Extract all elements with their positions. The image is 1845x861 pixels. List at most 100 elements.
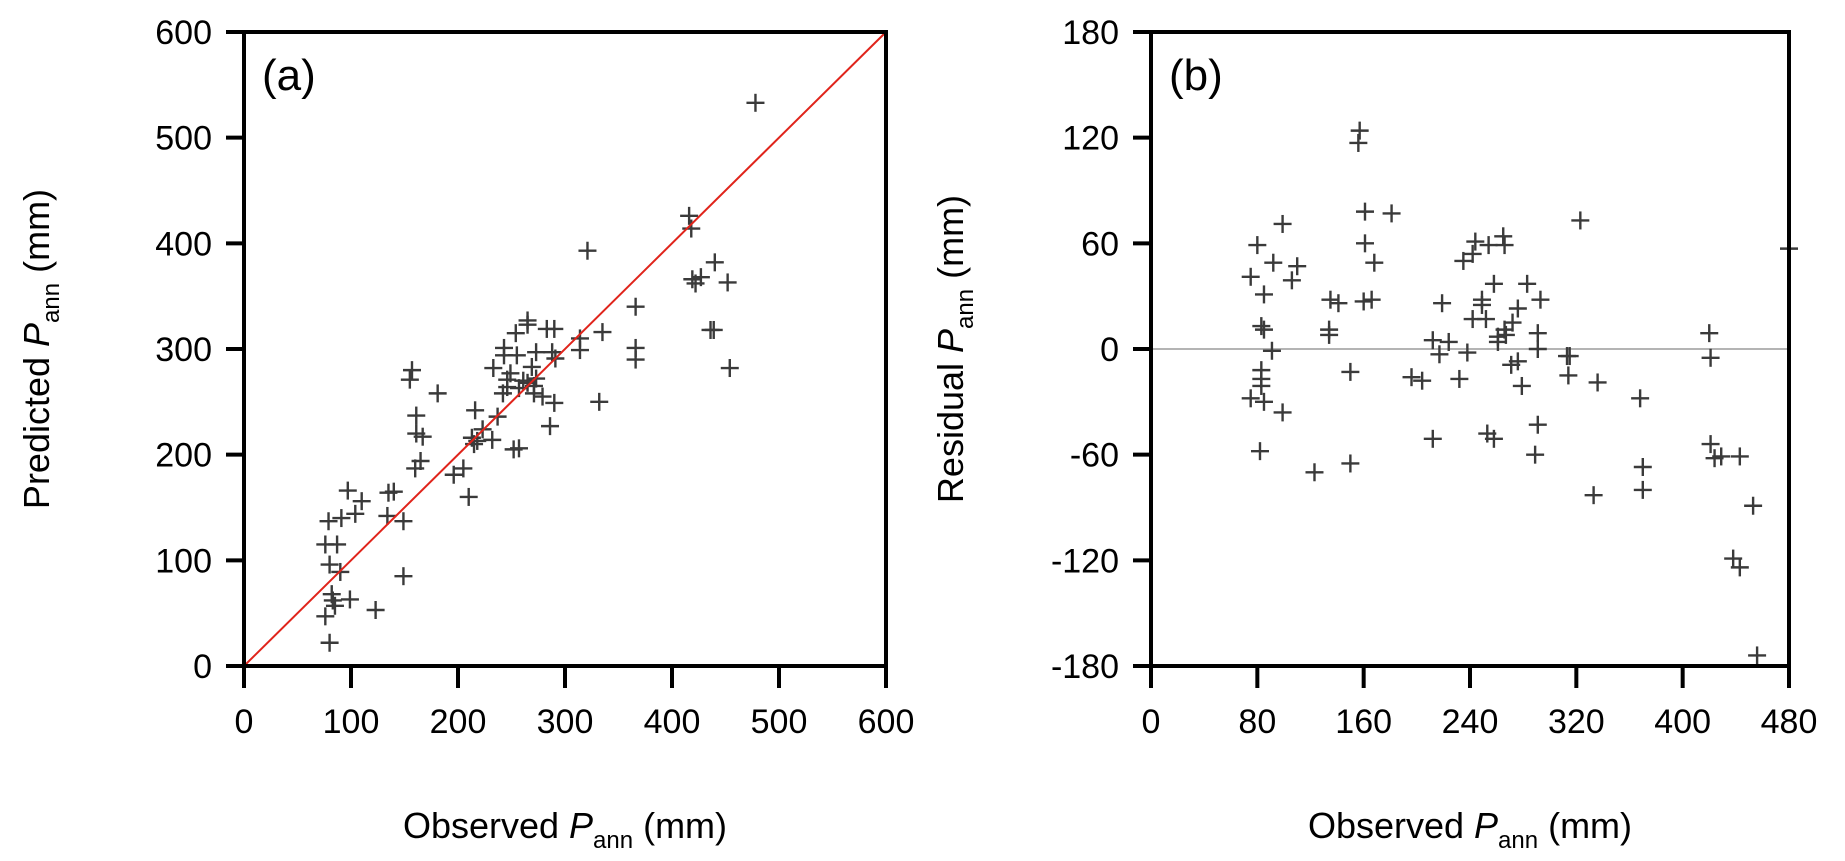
data-point: [320, 633, 339, 652]
data-point: [1254, 285, 1273, 304]
x-tick-label: 80: [1238, 703, 1276, 741]
data-point: [346, 504, 365, 523]
data-point: [1254, 392, 1273, 411]
data-point: [683, 270, 702, 289]
data-point: [1262, 341, 1281, 360]
data-point: [384, 482, 403, 501]
data-point: [1250, 442, 1269, 461]
data-point: [1700, 324, 1719, 343]
y-tick-label: 120: [1062, 120, 1119, 158]
data-point: [1282, 271, 1301, 290]
data-point: [593, 323, 612, 342]
data-point: [1254, 320, 1273, 339]
data-point: [1484, 429, 1503, 448]
x-axis-title-suffix: (mm): [633, 805, 727, 846]
data-point: [1528, 415, 1547, 434]
x-axis-title-var: P: [1474, 805, 1498, 846]
x-axis-a: 0 100 200 300 400 500 600: [235, 666, 914, 741]
data-point: [1528, 324, 1547, 343]
data-point: [428, 384, 447, 403]
x-tick-label: 200: [430, 703, 487, 741]
y-axis-title-suffix: (mm): [930, 195, 971, 289]
data-point: [686, 274, 705, 293]
data-point: [514, 371, 533, 390]
y-axis-title-var: P: [930, 329, 971, 353]
y-tick-label: -180: [1051, 648, 1119, 686]
data-point: [1466, 232, 1485, 251]
x-tick-label: 500: [751, 703, 808, 741]
data-point: [332, 509, 351, 528]
y-axis-title-sub: ann: [952, 289, 979, 329]
data-point: [1479, 236, 1498, 255]
x-tick-label: 480: [1761, 703, 1818, 741]
data-point: [466, 401, 485, 420]
data-point: [1362, 290, 1381, 309]
data-point: [319, 512, 338, 531]
data-point: [1273, 403, 1292, 422]
data-point: [1571, 211, 1590, 230]
data-point: [1288, 257, 1307, 276]
y-tick-label: 500: [155, 120, 212, 158]
data-point: [1588, 373, 1607, 392]
data-point: [590, 392, 609, 411]
x-tick-label: 0: [1142, 703, 1161, 741]
y-tick-label: 300: [155, 331, 212, 369]
data-point: [1350, 121, 1369, 140]
data-point: [1495, 236, 1514, 255]
data-point: [1488, 332, 1507, 351]
data-point: [1305, 463, 1324, 482]
data-point: [1248, 236, 1267, 255]
data-point: [518, 315, 537, 334]
data-point: [1439, 332, 1458, 351]
data-point: [545, 393, 564, 412]
data-point: [323, 591, 342, 610]
x-tick-label: 240: [1442, 703, 1499, 741]
data-point: [1433, 294, 1452, 313]
data-point: [394, 512, 413, 531]
data-point: [1484, 274, 1503, 293]
y-axis-a: 0 100 200 300 400 500 600: [155, 14, 244, 686]
y-tick-label: 600: [155, 14, 212, 52]
data-point: [626, 297, 645, 316]
x-tick-label: 400: [644, 703, 701, 741]
data-point: [541, 417, 560, 436]
data-point: [1320, 325, 1339, 344]
x-axis-title-a: Observed Pann (mm): [403, 805, 727, 854]
data-point: [506, 324, 525, 343]
x-axis-title-b: Observed Pann (mm): [1308, 805, 1632, 854]
data-point: [1413, 371, 1432, 390]
x-tick-label: 400: [1654, 703, 1711, 741]
data-point: [340, 590, 359, 609]
data-point: [1512, 376, 1531, 395]
data-point: [407, 406, 426, 425]
data-point: [484, 359, 503, 378]
data-point: [483, 430, 502, 449]
data-point: [1502, 355, 1521, 374]
y-tick-label: 180: [1062, 14, 1119, 52]
x-tick-label: 100: [323, 703, 380, 741]
y-axis-title-b: Residual Pann (mm): [930, 195, 979, 503]
data-point: [1712, 447, 1731, 466]
data-point: [1560, 347, 1579, 366]
data-point: [352, 492, 371, 511]
data-point: [1241, 267, 1260, 286]
data-point: [1463, 244, 1482, 263]
y-tick-label: -120: [1051, 542, 1119, 580]
x-axis-title-prefix: Observed: [403, 805, 569, 846]
data-point: [533, 387, 552, 406]
data-point: [1241, 389, 1260, 408]
y-axis-b: -180 -120 -60 0 60 120 180: [1051, 14, 1151, 686]
y-tick-label: 200: [155, 437, 212, 475]
y-axis-title-var: P: [16, 323, 57, 347]
data-point: [1730, 447, 1749, 466]
data-point: [1559, 366, 1578, 385]
data-point: [1423, 331, 1442, 350]
scatter-points-b: [1241, 121, 1798, 665]
data-point: [444, 465, 463, 484]
data-point: [1458, 343, 1477, 362]
data-point: [406, 459, 425, 478]
y-tick-label: 0: [1100, 331, 1119, 369]
data-point: [570, 341, 589, 360]
data-point: [1329, 294, 1348, 313]
